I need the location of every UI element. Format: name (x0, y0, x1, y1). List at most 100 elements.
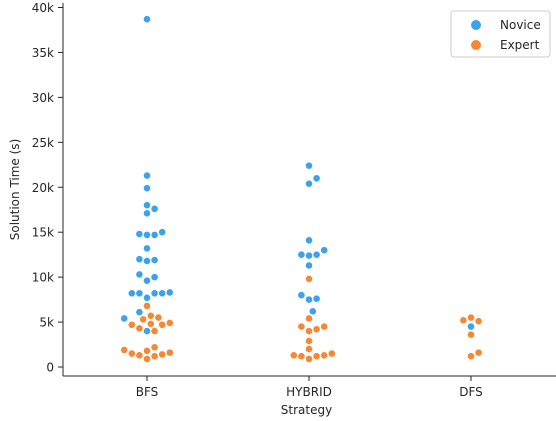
x-tick-label: HYBRID (286, 385, 332, 399)
data-point-expert (297, 322, 306, 331)
y-tick-label: 35k (32, 46, 54, 60)
data-point-expert (158, 350, 167, 359)
data-point-expert (146, 319, 155, 328)
data-point-expert (143, 346, 151, 355)
legend-label-expert: Expert (500, 38, 540, 52)
data-point-expert (146, 311, 155, 320)
data-point-expert (312, 325, 321, 334)
points-layer (120, 15, 483, 363)
data-point-expert (459, 316, 468, 325)
data-point-novice (165, 288, 174, 297)
data-point-expert (305, 314, 313, 323)
data-point-novice (120, 314, 129, 323)
data-point-novice (143, 201, 151, 210)
legend: Novice Expert (450, 10, 551, 58)
data-point-expert (305, 275, 313, 283)
data-point-expert (158, 320, 167, 329)
y-tick-label: 40k (32, 1, 54, 15)
y-tick-label: 5k (39, 316, 54, 330)
data-point-novice (312, 294, 321, 303)
data-point-novice (127, 289, 136, 298)
data-point-expert (305, 355, 313, 363)
data-point-novice (150, 230, 159, 239)
data-point-expert (474, 317, 483, 326)
data-point-expert (135, 351, 144, 360)
data-point-novice (143, 209, 151, 218)
data-point-novice (297, 291, 306, 300)
data-point-novice (135, 289, 144, 298)
data-point-expert (305, 327, 313, 335)
data-point-expert (320, 322, 329, 331)
data-point-novice (305, 179, 313, 188)
data-point-expert (139, 315, 148, 324)
data-point-expert (474, 348, 483, 357)
data-point-novice (467, 322, 475, 331)
data-point-expert (143, 301, 151, 310)
x-tick-label: DFS (459, 385, 483, 399)
data-point-novice (135, 308, 144, 317)
data-point-novice (320, 246, 329, 255)
y-tick-label: 0 (46, 361, 54, 375)
data-point-expert (312, 352, 321, 361)
data-point-novice (143, 293, 151, 302)
data-point-novice (150, 204, 159, 213)
data-point-novice (143, 15, 151, 24)
data-point-expert (305, 345, 313, 353)
legend-marker-expert (471, 40, 481, 50)
data-point-expert (320, 351, 329, 360)
data-point-expert (143, 355, 151, 363)
data-point-novice (158, 228, 167, 237)
legend-marker-novice (471, 20, 481, 30)
axes-layer: 0 5k 10k 15k 20k 25k 30k 35k 40k BFS HYBRID DFS Stra… (8, 1, 556, 417)
data-point-novice (305, 161, 313, 170)
data-point-novice (143, 276, 151, 285)
x-axis-label: Strategy (281, 403, 332, 417)
data-point-novice (143, 257, 151, 265)
data-point-expert (127, 349, 136, 358)
x-tick-label: BFS (136, 385, 159, 399)
data-point-expert (467, 313, 475, 322)
y-axis-label: Solution Time (s) (8, 139, 22, 241)
data-point-expert (165, 348, 174, 357)
data-point-novice (150, 256, 159, 264)
data-point-novice (135, 270, 144, 279)
data-point-expert (467, 330, 475, 339)
y-tick-label: 20k (32, 181, 54, 195)
data-point-novice (308, 307, 317, 316)
legend-label-novice: Novice (500, 18, 541, 32)
data-point-novice (135, 255, 144, 264)
data-point-expert (150, 343, 159, 352)
data-point-novice (150, 289, 159, 298)
data-point-expert (305, 337, 313, 345)
data-point-novice (143, 244, 151, 253)
y-tick-label: 15k (32, 226, 54, 240)
data-point-expert (150, 327, 159, 335)
data-point-expert (297, 352, 306, 361)
data-point-expert (135, 324, 144, 333)
data-point-novice (297, 250, 306, 259)
data-point-novice (150, 273, 159, 282)
data-point-novice (158, 289, 167, 298)
data-point-novice (135, 230, 144, 238)
data-point-novice (312, 250, 321, 259)
y-tick-label: 25k (32, 136, 54, 150)
data-point-expert (127, 320, 136, 329)
y-tick-label: 10k (32, 271, 54, 285)
data-point-expert (165, 319, 174, 327)
data-point-novice (143, 230, 151, 239)
data-point-novice (143, 327, 151, 335)
data-point-expert (150, 352, 159, 361)
data-point-expert (154, 313, 163, 322)
data-point-novice (305, 251, 313, 260)
data-point-expert (289, 351, 298, 360)
data-point-expert (327, 349, 336, 358)
data-point-novice (305, 261, 313, 270)
data-point-novice (143, 171, 151, 180)
data-point-novice (305, 295, 313, 304)
data-point-novice (312, 174, 321, 183)
data-point-novice (305, 236, 313, 245)
data-point-novice (143, 184, 151, 193)
y-tick-label: 30k (32, 91, 54, 105)
